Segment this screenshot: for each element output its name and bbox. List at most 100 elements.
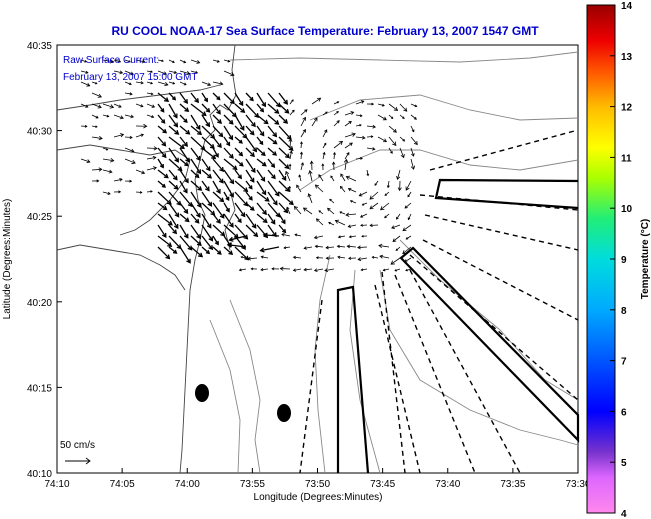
current-vector xyxy=(190,191,202,208)
current-vector xyxy=(223,136,231,146)
current-vector-head xyxy=(289,150,293,154)
current-vector xyxy=(223,191,230,201)
current-vector xyxy=(278,224,286,233)
current-vector-head xyxy=(194,173,200,179)
current-vector xyxy=(135,134,144,138)
current-vector xyxy=(377,114,387,121)
current-vector-head xyxy=(259,131,265,137)
current-vector-head xyxy=(216,109,221,115)
current-vector-head xyxy=(140,133,145,137)
current-vector xyxy=(212,92,221,100)
current-vector-head xyxy=(110,158,115,163)
current-vector xyxy=(355,100,364,105)
current-vector-head xyxy=(253,232,259,238)
current-vector xyxy=(201,125,215,139)
current-vector-head xyxy=(85,104,89,108)
current-vector-head xyxy=(164,97,170,103)
current-vector-head xyxy=(299,151,304,155)
current-vector-head xyxy=(217,119,222,125)
current-vector-head xyxy=(357,257,362,262)
current-vector-head xyxy=(350,111,355,115)
current-vector xyxy=(124,92,133,95)
current-vector-head xyxy=(218,178,224,184)
current-vector xyxy=(245,202,255,211)
current-vector-head xyxy=(285,153,290,159)
current-vector-head xyxy=(407,217,411,221)
current-vector xyxy=(245,191,253,201)
current-vector-head xyxy=(284,187,290,192)
current-vector xyxy=(311,97,321,105)
current-vector xyxy=(201,169,212,179)
current-vector xyxy=(146,70,153,73)
current-vector xyxy=(124,70,134,75)
current-vector-head xyxy=(357,245,361,250)
current-vector-head xyxy=(392,141,397,146)
site-marker-1 xyxy=(195,384,209,402)
current-vector-head xyxy=(140,104,144,108)
current-vector xyxy=(102,147,108,151)
current-vector-head xyxy=(279,266,284,271)
colorbar-tick-label: 7 xyxy=(621,357,627,368)
current-vector-head xyxy=(239,125,245,131)
current-vector xyxy=(113,114,124,119)
current-vector xyxy=(399,114,405,119)
current-vector xyxy=(267,169,276,179)
current-vector xyxy=(135,59,145,63)
current-vector-head xyxy=(207,82,212,87)
current-vector xyxy=(91,168,102,171)
current-vector-head xyxy=(324,268,329,273)
current-vector xyxy=(91,114,99,119)
current-vector xyxy=(300,162,304,171)
current-vector xyxy=(190,169,200,178)
current-vector-head xyxy=(336,244,341,249)
current-vector xyxy=(333,152,336,160)
current-vector xyxy=(245,158,256,173)
current-vector-head xyxy=(360,268,364,272)
current-vector xyxy=(80,70,88,74)
current-vector xyxy=(333,101,339,105)
current-vector xyxy=(322,129,328,138)
current-vector-head xyxy=(336,111,339,114)
current-vector xyxy=(212,147,219,158)
current-vector-head xyxy=(303,267,307,272)
current-vector-head xyxy=(359,123,362,127)
current-vector-head xyxy=(281,232,285,237)
current-vector xyxy=(223,103,237,117)
current-vector-head xyxy=(346,244,351,249)
current-vector-head xyxy=(337,235,341,239)
current-vector xyxy=(168,191,181,206)
current-vector-head xyxy=(204,186,210,192)
current-vector xyxy=(91,125,98,128)
current-vector-head xyxy=(298,174,302,178)
current-vector-head xyxy=(395,248,399,251)
current-vector-head xyxy=(219,213,225,219)
current-vector-head xyxy=(143,123,148,129)
current-vector-head xyxy=(384,215,387,219)
current-vector xyxy=(344,142,353,149)
current-vector xyxy=(278,125,292,140)
current-vector-head xyxy=(183,208,189,215)
current-vector-head xyxy=(129,179,133,183)
current-vector-head xyxy=(159,163,164,169)
current-vector xyxy=(102,114,109,117)
current-vector xyxy=(157,213,173,226)
current-vector xyxy=(157,169,169,179)
current-vector xyxy=(201,136,215,149)
current-vector-head xyxy=(411,153,415,157)
current-vector-head xyxy=(171,96,177,101)
current-vector xyxy=(410,147,414,157)
current-vector xyxy=(369,191,379,200)
current-vector xyxy=(190,246,203,258)
current-vector xyxy=(308,193,313,204)
current-vector xyxy=(379,255,390,259)
current-vector-head xyxy=(327,207,331,212)
current-vector-head xyxy=(119,177,123,182)
current-vector xyxy=(241,256,247,259)
current-vector-head xyxy=(413,116,417,120)
current-vector-head xyxy=(283,246,287,250)
current-vector-head xyxy=(129,92,133,96)
current-vector-head xyxy=(371,102,375,106)
colorbar-label: Temperature (°C) xyxy=(640,219,651,300)
colorbar-tick-label: 6 xyxy=(621,407,627,418)
current-vector xyxy=(212,180,221,194)
